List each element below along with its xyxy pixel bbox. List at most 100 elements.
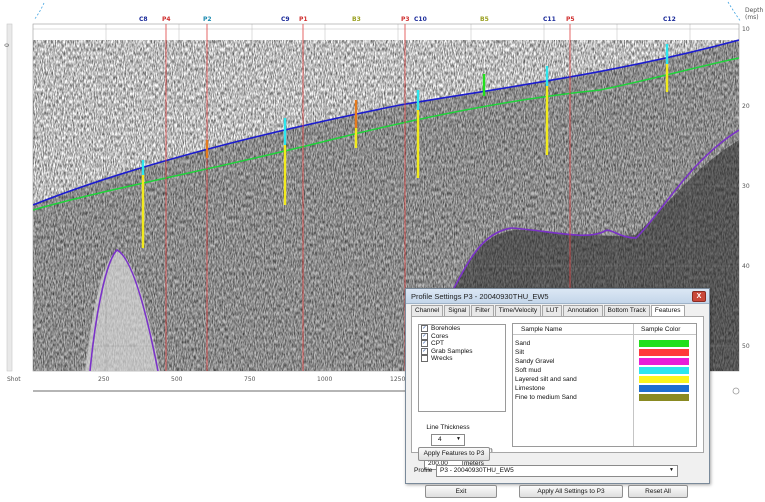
chevron-down-icon: ▼ bbox=[669, 467, 674, 473]
basement-horizon-left bbox=[89, 249, 159, 371]
sample-color-swatch[interactable] bbox=[639, 358, 689, 365]
apply-all-settings-button[interactable]: Apply All Settings to P3 bbox=[519, 485, 623, 498]
sample-color-swatch[interactable] bbox=[639, 385, 689, 392]
depth-axis-unit: (ms) bbox=[745, 14, 759, 21]
settings-tabs: Channel Signal Filter Time/Velocity LUT … bbox=[411, 305, 686, 317]
marker-label: C8 bbox=[139, 16, 148, 23]
sample-name: Soft mud bbox=[515, 367, 542, 374]
marker-label: C10 bbox=[414, 16, 427, 23]
checkbox-icon[interactable]: ✓ bbox=[421, 340, 428, 348]
tab-lut[interactable]: LUT bbox=[542, 305, 563, 316]
depth-tick-label: 30 bbox=[742, 183, 750, 190]
sample-name: Limestone bbox=[515, 385, 545, 392]
sample-row[interactable]: Sandy Gravel bbox=[515, 358, 693, 366]
tab-bottom-track[interactable]: Bottom Track bbox=[603, 305, 650, 316]
reflector-horizon bbox=[33, 57, 739, 211]
sample-row[interactable]: Limestone bbox=[515, 385, 693, 393]
checkbox-icon[interactable]: ✓ bbox=[421, 347, 428, 355]
marker-label: P1 bbox=[299, 16, 308, 23]
depth-tick-label: 20 bbox=[742, 103, 750, 110]
sample-row[interactable]: Fine to medium Sand bbox=[515, 394, 693, 402]
feature-type-list: ✓ Boreholes ✓ Cores ✓ CPT ✓ Grab Samples… bbox=[418, 324, 506, 412]
sample-row[interactable]: Soft mud bbox=[515, 367, 693, 375]
left-rail-value: 0 bbox=[4, 43, 11, 47]
shot-tick-label: 500 bbox=[171, 376, 183, 383]
shot-axis-label: Shot bbox=[7, 376, 21, 383]
depth-tick-label: 40 bbox=[742, 263, 750, 270]
display-within-unit: meters bbox=[464, 460, 484, 467]
profile-label: Profile bbox=[414, 467, 433, 474]
corner-arc-right bbox=[727, 1, 742, 23]
apply-features-button[interactable]: Apply Features to P3 bbox=[418, 447, 490, 461]
feature-markers: C8 P4 P2 C9 P1 B3 P3 C10 B5 C11 P5 C12 bbox=[139, 16, 676, 23]
feature-type-label: Wrecks bbox=[431, 355, 453, 363]
sample-row[interactable]: Layered silt and sand bbox=[515, 376, 693, 384]
feature-type-cores[interactable]: ✓ Cores bbox=[419, 332, 505, 341]
marker-label: C11 bbox=[543, 16, 556, 23]
feature-type-label: Cores bbox=[431, 332, 449, 340]
dialog-titlebar[interactable]: Profile Settings P3 - 20040930THU_EW5 X bbox=[406, 289, 709, 304]
sample-row[interactable]: Sand bbox=[515, 340, 693, 348]
marker-label: B3 bbox=[352, 16, 361, 23]
tab-channel[interactable]: Channel bbox=[411, 305, 444, 316]
line-thickness-select[interactable]: 4 ▼ bbox=[431, 434, 465, 446]
tab-signal[interactable]: Signal bbox=[444, 305, 471, 316]
dialog-title: Profile Settings P3 - 20040930THU_EW5 bbox=[411, 292, 549, 301]
depth-axis-label: Depth bbox=[745, 7, 763, 14]
feature-type-boreholes[interactable]: ✓ Boreholes bbox=[419, 325, 505, 333]
sample-table: Sample Name Sample Color Sand Silt Sandy G… bbox=[512, 323, 697, 447]
tab-filter[interactable]: Filter bbox=[471, 305, 494, 316]
profile-settings-dialog: Profile Settings P3 - 20040930THU_EW5 X … bbox=[405, 288, 710, 484]
sample-name: Sandy Gravel bbox=[515, 358, 555, 365]
profile-select-value: P3 - 20040930THU_EW5 bbox=[440, 467, 514, 474]
sample-color-swatch[interactable] bbox=[639, 349, 689, 356]
exit-button[interactable]: Exit bbox=[425, 485, 497, 498]
marker-label: P4 bbox=[162, 16, 171, 23]
marker-label: C9 bbox=[281, 16, 290, 23]
sample-color-swatch[interactable] bbox=[639, 367, 689, 374]
feature-type-label: Grab Samples bbox=[431, 347, 473, 355]
feature-sticks bbox=[141, 44, 669, 248]
tab-time-velocity[interactable]: Time/Velocity bbox=[494, 305, 542, 316]
sample-color-swatch[interactable] bbox=[639, 340, 689, 347]
sample-name: Silt bbox=[515, 349, 525, 356]
profile-select[interactable]: P3 - 20040930THU_EW5 ▼ bbox=[436, 465, 678, 477]
seabed-horizon bbox=[33, 39, 739, 206]
basement-horizon-right bbox=[451, 129, 739, 293]
shot-tick-label: 750 bbox=[244, 376, 256, 383]
line-thickness-value: 4 bbox=[438, 436, 442, 443]
sample-name: Layered silt and sand bbox=[515, 376, 577, 383]
sample-color-swatch[interactable] bbox=[639, 394, 689, 401]
feature-type-wrecks[interactable]: Wrecks bbox=[419, 355, 505, 363]
tab-annotation[interactable]: Annotation bbox=[563, 305, 603, 316]
feature-type-cpt[interactable]: ✓ CPT bbox=[419, 340, 505, 348]
marker-label: C12 bbox=[663, 16, 676, 23]
reset-all-button[interactable]: Reset All bbox=[628, 485, 688, 498]
line-thickness-label: Line Thickness bbox=[426, 424, 470, 431]
close-icon[interactable]: X bbox=[692, 291, 706, 302]
checkbox-icon[interactable]: ✓ bbox=[421, 325, 428, 333]
sample-name: Fine to medium Sand bbox=[515, 394, 577, 401]
sample-name-header: Sample Name bbox=[521, 326, 563, 333]
checkbox-empty-icon[interactable] bbox=[421, 355, 428, 363]
checkbox-icon[interactable]: ✓ bbox=[421, 332, 428, 340]
shot-tick-label: 250 bbox=[98, 376, 110, 383]
shot-tick-label: 1000 bbox=[317, 376, 332, 383]
chevron-down-icon: ▼ bbox=[456, 436, 461, 442]
left-scroll-rail[interactable] bbox=[6, 23, 13, 372]
sample-row[interactable]: Silt bbox=[515, 349, 693, 357]
feature-type-grab-samples[interactable]: ✓ Grab Samples bbox=[419, 347, 505, 356]
tab-features[interactable]: Features bbox=[650, 305, 685, 317]
marker-label: P5 bbox=[566, 16, 575, 23]
marker-label: P3 bbox=[401, 16, 410, 23]
scroll-thumb[interactable] bbox=[732, 387, 740, 395]
depth-tick-label: 50 bbox=[742, 343, 750, 350]
shot-tick-label: 1250 bbox=[390, 376, 405, 383]
depth-tick-label: 10 bbox=[742, 26, 750, 33]
sample-color-swatch[interactable] bbox=[639, 376, 689, 383]
marker-label: B5 bbox=[480, 16, 489, 23]
sample-name: Sand bbox=[515, 340, 531, 347]
corner-arc-left bbox=[33, 2, 45, 21]
depth-axis-ticks: 10 20 30 40 50 bbox=[742, 26, 750, 350]
sample-color-header: Sample Color bbox=[641, 326, 681, 333]
